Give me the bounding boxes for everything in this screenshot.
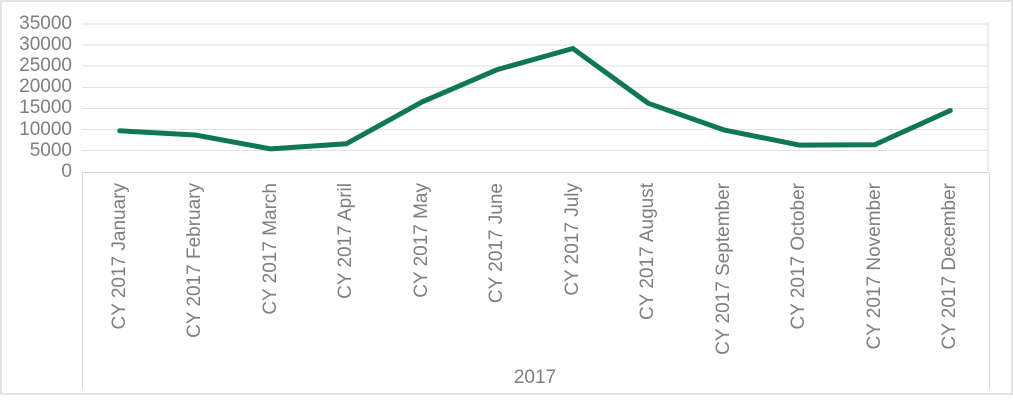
y-tick-label: 0 xyxy=(61,160,72,182)
y-tick-label: 30000 xyxy=(19,34,72,56)
y-tick-label: 25000 xyxy=(19,55,72,77)
y-tick-label: 15000 xyxy=(19,97,72,119)
category-axis-box xyxy=(82,172,990,389)
y-tick-label: 35000 xyxy=(19,13,72,34)
y-tick-label: 10000 xyxy=(19,118,72,140)
axis-group-label: 2017 xyxy=(513,367,557,388)
y-tick-label: 20000 xyxy=(19,76,72,98)
y-tick-label: 5000 xyxy=(29,139,72,161)
